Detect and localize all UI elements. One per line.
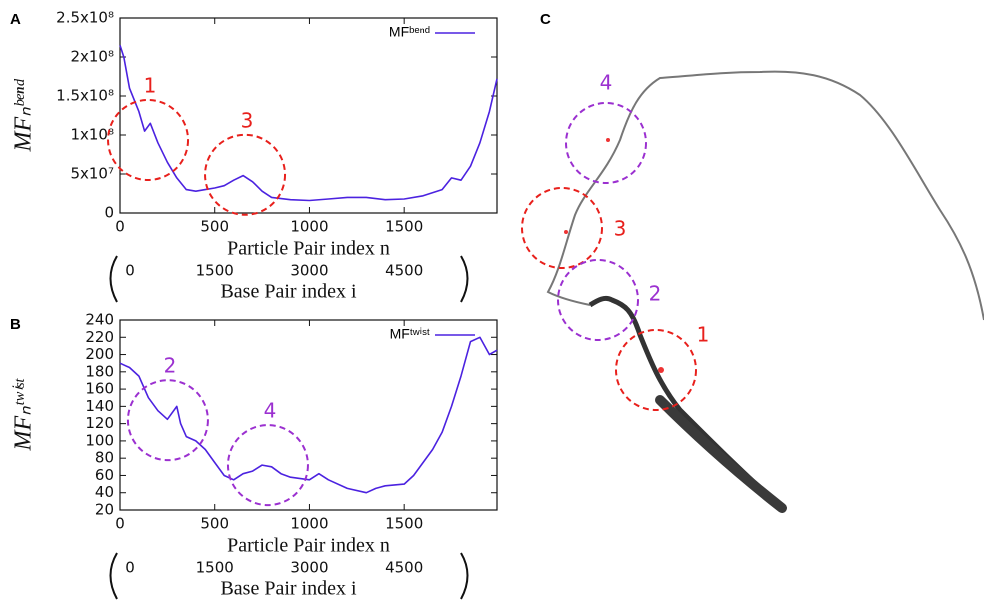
- paren: [460, 552, 469, 600]
- annotation-label: 2: [164, 354, 177, 378]
- y-tick-label: 60: [95, 466, 114, 484]
- annotation-circle: [107, 98, 190, 181]
- y-tick-label: 0: [104, 204, 114, 222]
- paren: [109, 552, 118, 600]
- y-axis-label: MFₙᵗʷⁱˢᵗ: [11, 378, 37, 452]
- paren: [109, 255, 118, 303]
- y-tick-label: 140: [85, 397, 114, 415]
- panel-label: A: [10, 11, 21, 28]
- y-tick-label: 2x10⁸: [70, 48, 114, 66]
- line: [119, 336, 498, 494]
- legend-label: MFᵇᵉⁿᵈ: [389, 24, 430, 40]
- x2-tick-label: 1500: [196, 262, 234, 280]
- y-tick-label: 2.5x10⁸: [56, 9, 114, 27]
- x-axis-label: Particle Pair index n: [227, 535, 390, 557]
- legend-label: MFᵗʷⁱˢᵗ: [390, 326, 430, 342]
- x2-axis-label: Base Pair index i: [220, 281, 357, 303]
- line: [119, 45, 498, 202]
- y-tick-label: 100: [85, 431, 114, 449]
- y-tick-label: 120: [85, 414, 114, 432]
- y-tick-label: 160: [85, 380, 114, 398]
- c-circles: [521, 102, 697, 411]
- x-tick-label: 0: [115, 515, 125, 533]
- x-tick-label: 1500: [385, 515, 423, 533]
- x2-tick-label: 3000: [290, 559, 328, 577]
- annotation-label: 4: [264, 399, 277, 423]
- x-axis-label: Particle Pair index n: [227, 238, 390, 260]
- x-tick-label: 500: [200, 218, 229, 236]
- x-tick-label: 500: [200, 515, 229, 533]
- y-axis-label: MFₙᵇᵉⁿᵈ: [11, 78, 37, 153]
- strand: [546, 70, 984, 513]
- x2-tick-label: 0: [125, 262, 135, 280]
- plot-frame: [119, 319, 498, 511]
- panel-label: C: [540, 11, 551, 28]
- circle-label: 4: [600, 71, 613, 95]
- y-tick-label: 220: [85, 328, 114, 346]
- x2-tick-label: 1500: [196, 559, 234, 577]
- y-tick-label: 5x10⁷: [70, 165, 114, 183]
- x-tick-label: 0: [115, 218, 125, 236]
- y-tick-label: 200: [85, 345, 114, 363]
- y-tick-label: 240: [85, 311, 114, 329]
- y-tick-label: 1.5x10⁸: [56, 87, 114, 105]
- x2-tick-label: 4500: [385, 559, 423, 577]
- annotation-circle: [226, 424, 309, 507]
- circle-label: 3: [614, 217, 627, 241]
- y-tick-label: 1x10⁸: [70, 126, 114, 144]
- annotation-circle: [126, 379, 209, 462]
- x2-tick-label: 4500: [385, 262, 423, 280]
- x2-tick-label: 3000: [290, 262, 328, 280]
- x-tick-label: 1000: [290, 515, 328, 533]
- annotation-circle: [204, 133, 287, 216]
- x-tick-label: 1500: [385, 218, 423, 236]
- circle-label: 1: [697, 323, 710, 347]
- y-tick-label: 80: [95, 449, 114, 467]
- paren: [460, 255, 469, 303]
- plot-frame: [119, 17, 498, 214]
- y-tick-label: 180: [85, 362, 114, 380]
- y-tick-label: 20: [95, 501, 114, 519]
- x2-axis-label: Base Pair index i: [220, 578, 357, 600]
- x-tick-label: 1000: [290, 218, 328, 236]
- annotation-label: 3: [241, 108, 254, 132]
- x2-tick-label: 0: [125, 559, 135, 577]
- y-tick-label: 40: [95, 483, 114, 501]
- annotation-label: 1: [144, 73, 157, 97]
- circle-label: 2: [649, 282, 662, 306]
- panel-label: B: [10, 316, 21, 333]
